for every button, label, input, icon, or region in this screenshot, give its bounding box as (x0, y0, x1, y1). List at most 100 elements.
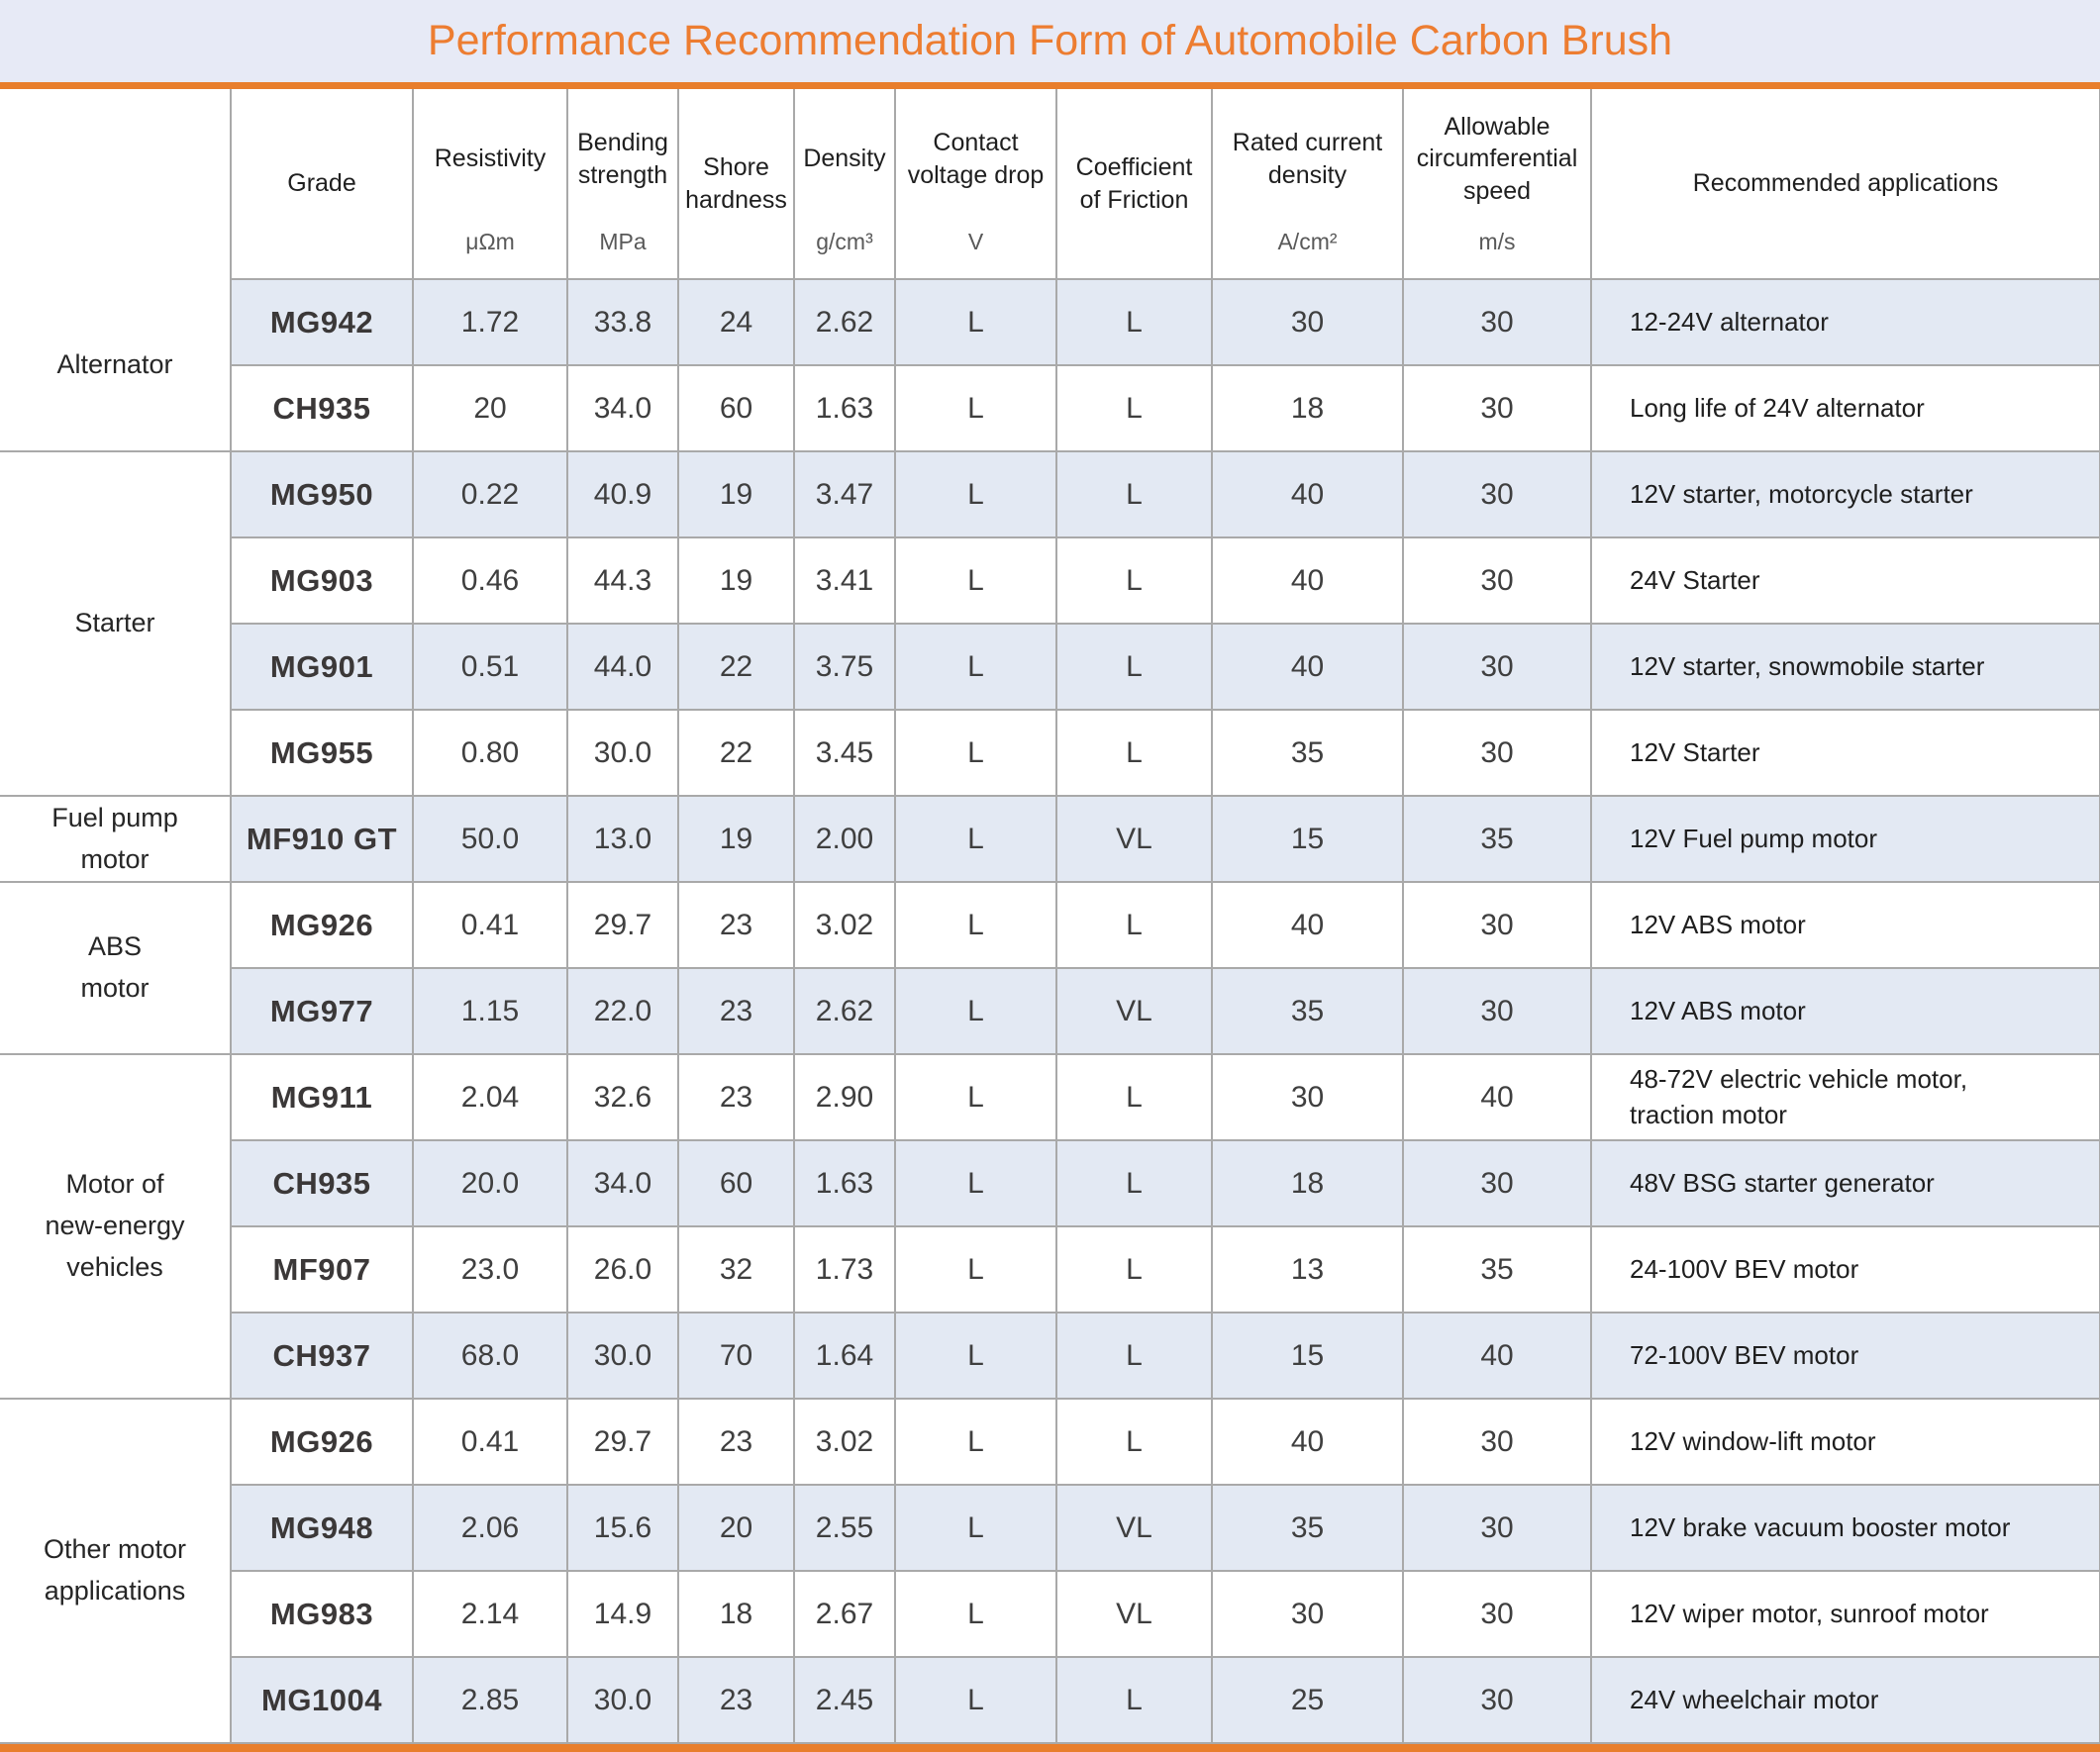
application-cell: 12V wiper motor, sunroof motor (1590, 1571, 2100, 1658)
application-cell: 24V wheelchair motor (1590, 1657, 2100, 1744)
value-cell-coefficient-of-friction: L (1055, 1226, 1212, 1314)
value-cell-contact-voltage-drop: L (894, 1140, 1056, 1227)
value-cell-density: 3.02 (793, 882, 895, 969)
value-cell-contact-voltage-drop: L (894, 1313, 1056, 1400)
value-cell-shore-hardness: 60 (677, 1140, 794, 1227)
table-row: MG901 0.51 44.0 22 3.75 L L 40 30 12V starter, sn… (0, 624, 2100, 711)
application-cell: 12V starter, motorcycle starter (1590, 451, 2100, 538)
grade-cell: MG983 (230, 1571, 413, 1658)
value-cell-shore-hardness: 18 (677, 1571, 794, 1658)
value-cell-coefficient-of-friction: L (1055, 710, 1212, 797)
col-header-unit: A/cm² (1277, 229, 1338, 254)
application-cell: 24V Starter (1590, 537, 2100, 625)
value-cell-density: 2.62 (793, 279, 895, 366)
value-cell-density: 3.75 (793, 624, 895, 711)
col-header-rated-current-density: Rated current density A/cm² (1211, 89, 1403, 280)
value-cell-coefficient-of-friction: L (1055, 882, 1212, 969)
value-cell-rated-current-density: 15 (1211, 796, 1403, 883)
value-cell-resistivity: 2.14 (412, 1571, 567, 1658)
value-cell-coefficient-of-friction: L (1055, 1657, 1212, 1744)
grade-cell: MG950 (230, 451, 413, 538)
application-cell: 12-24V alternator (1590, 279, 2100, 366)
value-cell-shore-hardness: 70 (677, 1313, 794, 1400)
col-header-shore-hardness: Shore hardness (677, 89, 794, 280)
grade-cell: CH935 (230, 365, 413, 452)
value-cell-shore-hardness: 23 (677, 1657, 794, 1744)
grade-cell: MG948 (230, 1485, 413, 1572)
col-header-label: Coefficient of Friction (1075, 153, 1193, 214)
col-header-recommended-applications: Recommended applications (1590, 89, 2100, 280)
application-cell: 24-100V BEV motor (1590, 1226, 2100, 1314)
value-cell-contact-voltage-drop: L (894, 882, 1056, 969)
value-cell-density: 2.55 (793, 1485, 895, 1572)
table-row: ABS motor MG926 0.41 29.7 23 3.02 L L 40 30 12V AB… (0, 882, 2100, 1055)
value-cell-bending-strength: 30.0 (566, 710, 678, 797)
value-cell-coefficient-of-friction: L (1055, 279, 1212, 366)
grade-cell: MG955 (230, 710, 413, 797)
value-cell-resistivity: 0.51 (412, 624, 567, 711)
value-cell-bending-strength: 15.6 (566, 1485, 678, 1572)
value-cell-coefficient-of-friction: VL (1055, 1571, 1212, 1658)
grade-cell: MG926 (230, 1399, 413, 1486)
value-cell-bending-strength: 33.8 (566, 279, 678, 366)
value-cell-resistivity: 1.15 (412, 968, 567, 1055)
value-cell-resistivity: 0.41 (412, 882, 567, 969)
value-cell-bending-strength: 32.6 (566, 1054, 678, 1141)
value-cell-shore-hardness: 23 (677, 1399, 794, 1486)
value-cell-resistivity: 50.0 (412, 796, 567, 883)
value-cell-shore-hardness: 24 (677, 279, 794, 366)
col-header-unit: MPa (599, 229, 647, 254)
value-cell-shore-hardness: 23 (677, 1054, 794, 1141)
table-row: Starter MG950 0.22 40.9 19 3.47 L L 40 30 12V star… (0, 451, 2100, 797)
value-cell-density: 2.45 (793, 1657, 895, 1744)
value-cell-allowable-circumferential-speed: 30 (1402, 1399, 1591, 1486)
application-cell: 12V window-lift motor (1590, 1399, 2100, 1486)
value-cell-shore-hardness: 32 (677, 1226, 794, 1314)
value-cell-rated-current-density: 18 (1211, 365, 1403, 452)
col-header-contact-voltage-drop: Contact voltage drop V (894, 89, 1056, 280)
grade-cell: MG926 (230, 882, 413, 969)
grade-cell: MG903 (230, 537, 413, 625)
table-row: Alternator MG942 1.72 33.8 24 2.62 L L 30 30 12-24… (0, 279, 2100, 452)
value-cell-allowable-circumferential-speed: 30 (1402, 1571, 1591, 1658)
value-cell-contact-voltage-drop: L (894, 624, 1056, 711)
table-row: CH935 20 34.0 60 1.63 L L 18 30 Long life of 24V … (0, 365, 2100, 452)
bottom-rule (0, 1744, 2100, 1752)
value-cell-bending-strength: 30.0 (566, 1313, 678, 1400)
value-cell-allowable-circumferential-speed: 30 (1402, 1140, 1591, 1227)
value-cell-contact-voltage-drop: L (894, 1399, 1056, 1486)
grade-cell: MG901 (230, 624, 413, 711)
value-cell-density: 1.63 (793, 1140, 895, 1227)
value-cell-rated-current-density: 35 (1211, 1485, 1403, 1572)
value-cell-contact-voltage-drop: L (894, 1226, 1056, 1314)
value-cell-shore-hardness: 60 (677, 365, 794, 452)
value-cell-resistivity: 68.0 (412, 1313, 567, 1400)
value-cell-coefficient-of-friction: L (1055, 365, 1212, 452)
value-cell-contact-voltage-drop: L (894, 1657, 1056, 1744)
application-cell: 12V ABS motor (1590, 968, 2100, 1055)
application-cell: 12V ABS motor (1590, 882, 2100, 969)
value-cell-shore-hardness: 19 (677, 796, 794, 883)
table-row: CH937 68.0 30.0 70 1.64 L L 15 40 72-100V BEV mot… (0, 1313, 2100, 1400)
value-cell-density: 3.41 (793, 537, 895, 625)
table-row: Motor of new-energy vehicles MG911 2.04 32.… (0, 1054, 2100, 1400)
value-cell-contact-voltage-drop: L (894, 537, 1056, 625)
col-header-unit: μΩm (465, 229, 515, 254)
title-band: Performance Recommendation Form of Autom… (0, 0, 2100, 82)
value-cell-density: 1.63 (793, 365, 895, 452)
value-cell-allowable-circumferential-speed: 35 (1402, 796, 1591, 883)
col-header-label: Shore hardness (685, 153, 787, 214)
value-cell-density: 2.62 (793, 968, 895, 1055)
value-cell-rated-current-density: 35 (1211, 710, 1403, 797)
table-row: MG977 1.15 22.0 23 2.62 L VL 35 30 12V ABS motor (0, 968, 2100, 1055)
col-header-density: Density g/cm³ (793, 89, 895, 280)
value-cell-allowable-circumferential-speed: 30 (1402, 537, 1591, 625)
table-row: MF907 23.0 26.0 32 1.73 L L 13 35 24-100V BEV mot… (0, 1226, 2100, 1314)
table-row: Other motor applications MG926 0.41 29.7 23 3… (0, 1399, 2100, 1744)
application-cell: 12V starter, snowmobile starter (1590, 624, 2100, 711)
value-cell-shore-hardness: 20 (677, 1485, 794, 1572)
grade-cell: MG977 (230, 968, 413, 1055)
value-cell-coefficient-of-friction: L (1055, 624, 1212, 711)
title-rule (0, 82, 2100, 89)
value-cell-rated-current-density: 40 (1211, 451, 1403, 538)
